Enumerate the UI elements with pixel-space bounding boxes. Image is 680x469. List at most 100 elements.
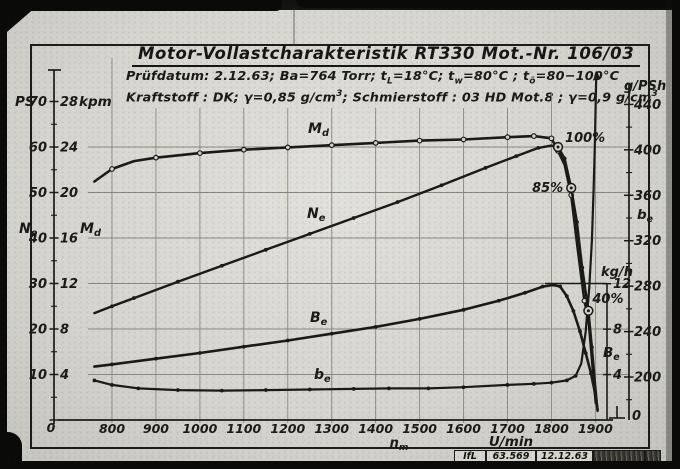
marker-Md <box>109 166 115 172</box>
marker-be <box>573 373 578 378</box>
chart-header: Motor-Vollastcharakteristik RT330 Mot.-N… <box>118 44 658 105</box>
photo-edge-top-left <box>0 0 282 11</box>
left-axis-unit-ps: PS <box>15 94 35 110</box>
photo-edge-right <box>672 0 680 469</box>
x-axis-tick-label: 1900 <box>578 421 613 436</box>
left-axis-kpm-label: 28 <box>60 95 78 110</box>
marker-Md <box>196 150 203 157</box>
left-axis-ps-label: 30 <box>29 277 47 292</box>
x-axis-label-nm: nm <box>390 436 409 453</box>
marker-Ne <box>351 216 356 220</box>
gpsh-axis-unit: g/PSh <box>624 79 666 94</box>
gpsh-axis-zero: 0 <box>632 409 641 424</box>
marker-Ne <box>307 232 312 236</box>
marker-be <box>92 378 97 383</box>
photo-edge-bottom <box>0 461 680 469</box>
marker-Be <box>540 284 545 289</box>
marker-Ne <box>132 296 136 300</box>
marker-Ne <box>439 183 444 188</box>
marker-Md <box>240 146 247 153</box>
photo-corner-blob <box>0 432 22 469</box>
curve-be <box>93 71 598 392</box>
x-axis-tick-label: 800 <box>99 421 125 436</box>
marker-be <box>307 387 312 392</box>
marker-Ne <box>395 200 400 204</box>
marker-Be <box>523 290 527 295</box>
marker-be <box>136 386 141 391</box>
kgh-axis-unit: kg/h <box>601 265 633 280</box>
title-block-org: IfL <box>454 450 486 463</box>
gpsh-axis-tick-label: 240 <box>634 325 661 340</box>
gpsh-axis-tick-label: 200 <box>634 371 661 386</box>
left-axis-ps-label: 20 <box>29 323 47 338</box>
marker-Ne <box>589 345 594 350</box>
gpsh-axis-tick-label: 280 <box>634 280 661 295</box>
marker-Be <box>551 282 556 287</box>
marker-be <box>351 387 356 391</box>
test-conditions-line1: Prüfdatum: 2.12.63; Ba=764 Torr; tL=18°C… <box>126 69 620 87</box>
percent-marker-dot-85% <box>569 186 573 190</box>
marker-Be <box>285 338 290 343</box>
marker-be <box>263 388 268 392</box>
marker-Be <box>461 307 466 312</box>
x-axis-tick-label: 1500 <box>402 421 437 436</box>
curve-label-Ne: Ne <box>307 206 326 224</box>
curve-be-arrowhead <box>592 70 601 81</box>
marker-Md <box>530 133 537 139</box>
marker-be <box>110 383 114 387</box>
paper-sheet <box>7 10 673 463</box>
percent-label-100%: 100% <box>565 131 605 146</box>
marker-Ne <box>110 304 114 309</box>
curve-label-Be: Be <box>310 310 328 328</box>
curve-label-be: be <box>314 367 331 385</box>
marker-Md <box>372 139 379 146</box>
title-block: IfL 63.569 12.12.63 <box>454 450 661 463</box>
left-axis-kpm-label: 20 <box>60 186 78 201</box>
left-axis-unit-kpm: kpm <box>79 94 112 110</box>
left-axis-ps-label: 70 <box>29 95 47 110</box>
photo-crease <box>293 8 295 46</box>
photo-edge-right-shade <box>666 0 674 469</box>
left-axis-Md-label: Md <box>80 221 102 239</box>
percent-marker-dot-100% <box>556 145 560 149</box>
marker-Md <box>460 136 467 143</box>
marker-be <box>531 381 536 386</box>
marker-be <box>505 383 510 387</box>
left-axis-kpm-label: 4 <box>59 368 69 383</box>
marker-Be <box>154 356 158 361</box>
marker-Md <box>284 144 291 151</box>
marker-Md <box>153 154 159 161</box>
marker-be <box>219 388 224 393</box>
marker-Be <box>329 331 334 336</box>
x-axis-tick-label: 1200 <box>270 421 305 436</box>
x-axis-tick-label: 1700 <box>490 421 525 436</box>
gpsh-axis-tick-label: 440 <box>633 98 661 113</box>
marker-Be <box>558 284 563 289</box>
marker-Be <box>496 298 501 303</box>
marker-Be <box>197 351 202 355</box>
marker-Ne <box>580 265 585 270</box>
marker-Ne <box>562 156 567 161</box>
x-axis-tick-label: 900 <box>143 421 169 436</box>
x-axis-tick-label: 1300 <box>314 421 349 436</box>
photo-edge-left <box>0 0 7 469</box>
percent-label-40%: 40% <box>591 292 623 307</box>
marker-be <box>549 380 554 385</box>
left-axis-ps-label: 10 <box>29 368 47 383</box>
left-axis-Ne-label: Ne <box>19 221 38 239</box>
marker-Ne <box>575 220 579 224</box>
x-axis-unit: U/min <box>489 434 533 450</box>
left-axis-kpm-label: 24 <box>60 141 78 156</box>
drawing-frame <box>30 44 650 449</box>
marker-be <box>564 378 569 383</box>
marker-Be <box>578 329 582 334</box>
gpsh-axis-tick-label: 360 <box>634 189 661 204</box>
left-axis-ps-label: 60 <box>29 141 47 156</box>
marker-Be <box>583 351 588 355</box>
marker-Be <box>417 317 422 321</box>
marker-Be <box>241 344 246 349</box>
marker-Ne <box>176 279 180 284</box>
kgh-axis-tick-label: 8 <box>613 323 622 338</box>
marker-Be <box>564 294 569 299</box>
